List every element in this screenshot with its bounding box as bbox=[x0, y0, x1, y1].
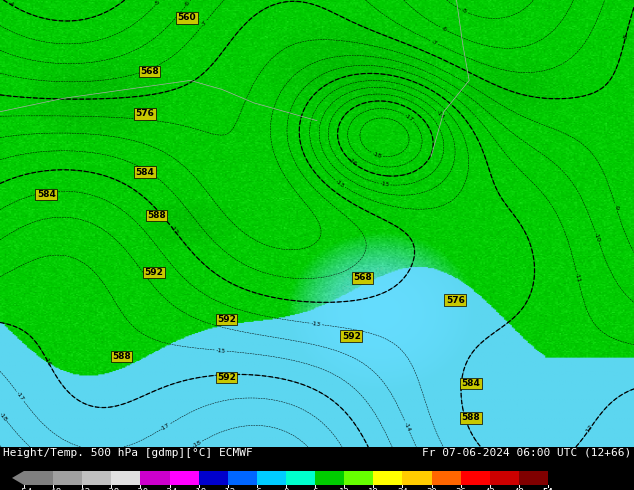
Text: -17: -17 bbox=[403, 113, 414, 122]
Text: 592: 592 bbox=[217, 373, 236, 382]
Text: -14: -14 bbox=[435, 110, 445, 121]
Text: -48: -48 bbox=[45, 488, 61, 490]
Text: -16: -16 bbox=[43, 356, 52, 367]
Text: 592: 592 bbox=[342, 332, 361, 341]
Text: -18: -18 bbox=[371, 151, 382, 159]
Text: -8: -8 bbox=[623, 33, 629, 41]
Text: -24: -24 bbox=[162, 488, 178, 490]
Text: -12: -12 bbox=[220, 488, 236, 490]
Bar bbox=[24, 471, 53, 485]
Text: -13: -13 bbox=[335, 178, 346, 189]
Text: 568: 568 bbox=[353, 273, 372, 282]
Text: 584: 584 bbox=[462, 379, 481, 388]
Text: -6: -6 bbox=[184, 0, 191, 8]
Text: -12: -12 bbox=[169, 224, 179, 235]
Text: -17: -17 bbox=[15, 391, 25, 402]
Text: 592: 592 bbox=[217, 315, 236, 324]
Text: -7: -7 bbox=[200, 20, 208, 27]
Text: -13: -13 bbox=[311, 321, 321, 327]
Text: -16: -16 bbox=[347, 157, 358, 168]
Text: -12: -12 bbox=[585, 423, 595, 435]
Text: -11: -11 bbox=[574, 272, 581, 283]
Text: Fr 07-06-2024 06:00 UTC (12+66): Fr 07-06-2024 06:00 UTC (12+66) bbox=[422, 448, 631, 458]
Bar bbox=[315, 471, 344, 485]
Text: -6: -6 bbox=[252, 488, 262, 490]
Text: 0: 0 bbox=[283, 488, 288, 490]
Bar bbox=[432, 471, 461, 485]
Text: 584: 584 bbox=[37, 190, 56, 199]
Bar bbox=[461, 471, 490, 485]
Text: 42: 42 bbox=[484, 488, 495, 490]
Bar bbox=[403, 471, 432, 485]
Text: -42: -42 bbox=[74, 488, 90, 490]
Bar bbox=[198, 471, 228, 485]
Text: 588: 588 bbox=[147, 211, 166, 220]
Text: -7: -7 bbox=[430, 39, 438, 46]
Text: 592: 592 bbox=[145, 268, 164, 277]
Text: -5: -5 bbox=[460, 8, 468, 15]
Polygon shape bbox=[12, 471, 24, 485]
Bar bbox=[141, 471, 169, 485]
Text: -4: -4 bbox=[7, 1, 15, 8]
Text: -14: -14 bbox=[403, 421, 411, 432]
Bar bbox=[344, 471, 373, 485]
Text: 30: 30 bbox=[426, 488, 437, 490]
Text: -18: -18 bbox=[191, 440, 203, 449]
Text: -38: -38 bbox=[103, 488, 119, 490]
Text: 24: 24 bbox=[397, 488, 408, 490]
Text: 36: 36 bbox=[455, 488, 466, 490]
Bar bbox=[519, 471, 548, 485]
Bar bbox=[257, 471, 286, 485]
Text: 48: 48 bbox=[514, 488, 524, 490]
Text: 12: 12 bbox=[339, 488, 349, 490]
Bar bbox=[228, 471, 257, 485]
Bar bbox=[286, 471, 315, 485]
Text: Height/Temp. 500 hPa [gdmp][°C] ECMWF: Height/Temp. 500 hPa [gdmp][°C] ECMWF bbox=[3, 448, 253, 458]
Bar bbox=[82, 471, 112, 485]
Text: -30: -30 bbox=[133, 488, 148, 490]
Text: -18: -18 bbox=[0, 411, 8, 422]
Text: -17: -17 bbox=[160, 422, 171, 432]
Bar bbox=[490, 471, 519, 485]
Text: -9: -9 bbox=[612, 203, 619, 211]
Bar bbox=[53, 471, 82, 485]
Text: 588: 588 bbox=[462, 414, 481, 422]
Text: 18: 18 bbox=[368, 488, 378, 490]
Text: 568: 568 bbox=[140, 67, 159, 76]
Text: -54: -54 bbox=[16, 488, 32, 490]
Text: -10: -10 bbox=[593, 232, 601, 243]
Bar bbox=[373, 471, 403, 485]
Bar bbox=[169, 471, 198, 485]
Text: -5: -5 bbox=[153, 0, 161, 7]
Bar bbox=[112, 471, 141, 485]
Text: 584: 584 bbox=[136, 168, 155, 176]
Text: -15: -15 bbox=[379, 181, 390, 188]
Text: -18: -18 bbox=[191, 488, 207, 490]
Text: 560: 560 bbox=[178, 13, 197, 23]
Text: -6: -6 bbox=[440, 25, 448, 33]
Text: 576: 576 bbox=[136, 109, 155, 119]
Text: 576: 576 bbox=[446, 296, 465, 305]
Text: 588: 588 bbox=[112, 352, 131, 361]
Text: 54: 54 bbox=[543, 488, 553, 490]
Text: 54: 54 bbox=[543, 488, 553, 490]
Text: 6: 6 bbox=[313, 488, 318, 490]
Text: -15: -15 bbox=[216, 347, 226, 353]
